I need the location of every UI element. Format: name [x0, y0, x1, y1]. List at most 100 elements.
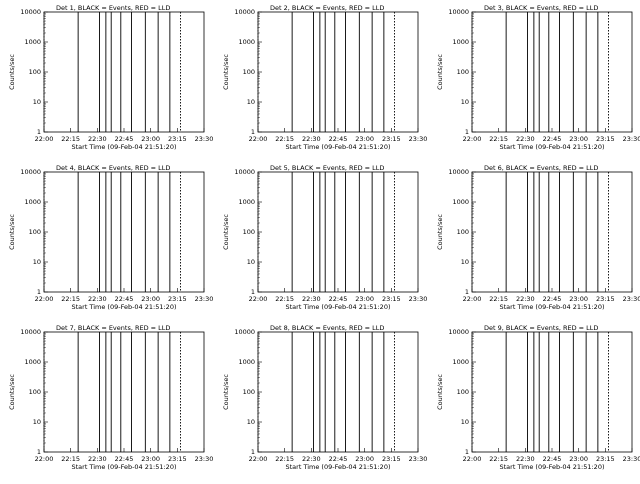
x-tick-label: 22:45	[329, 295, 348, 303]
x-tick-label: 22:15	[61, 455, 80, 463]
y-tick-label: 100	[457, 228, 469, 236]
y-tick-label: 100	[243, 228, 255, 236]
chart-panel-6: Det 6, BLACK = Events, RED = LLD 1 10 100 10…	[436, 164, 640, 311]
x-tick-label: 22:45	[329, 135, 348, 143]
y-axis-label: Counts/sec	[8, 214, 16, 250]
y-tick-label: 1	[251, 288, 255, 296]
plot-frame	[43, 331, 205, 453]
y-tick-label: 1	[251, 448, 255, 456]
x-tick-label: 23:00	[569, 135, 588, 143]
x-tick-label: 22:30	[516, 455, 535, 463]
x-tick-label: 23:30	[623, 135, 640, 143]
x-tick-label: 23:15	[596, 135, 615, 143]
x-tick-label: 22:15	[489, 135, 508, 143]
y-tick-label: 10	[461, 418, 469, 426]
y-tick-label: 10	[33, 258, 41, 266]
x-tick-label: 22:30	[516, 135, 535, 143]
x-tick-label: 23:00	[355, 135, 374, 143]
chart-title: Det 8, BLACK = Events, RED = LLD	[270, 324, 384, 332]
y-axis-label: Counts/sec	[8, 374, 16, 410]
y-tick-label: 1000	[238, 198, 255, 206]
y-axis-label: Counts/sec	[222, 374, 230, 410]
chart-panel-1: Det 1, BLACK = Events, RED = LLD 1 10 100 10…	[8, 4, 213, 151]
x-tick-label: 23:15	[382, 455, 401, 463]
chart-panel-2: Det 2, BLACK = Events, RED = LLD 1 10 100 10…	[222, 4, 427, 151]
chart-panel-5: Det 5, BLACK = Events, RED = LLD 1 10 100 10…	[222, 164, 427, 311]
y-tick-label: 100	[457, 68, 469, 76]
x-tick-label: 22:30	[88, 455, 107, 463]
x-tick-label: 22:00	[463, 135, 482, 143]
y-tick-label: 10	[247, 418, 255, 426]
x-tick-label: 23:30	[409, 135, 428, 143]
y-tick-label: 1	[37, 288, 41, 296]
y-tick-label: 10000	[234, 168, 255, 176]
y-axis-label: Counts/sec	[436, 374, 444, 410]
plot-frame	[257, 331, 419, 453]
y-tick-label: 1	[465, 448, 469, 456]
x-tick-label: 22:00	[35, 295, 54, 303]
x-tick-label: 23:30	[195, 135, 214, 143]
y-tick-label: 10000	[448, 168, 469, 176]
chart-panel-7: Det 7, BLACK = Events, RED = LLD 1 10 100 10…	[8, 324, 213, 471]
plot-frame	[257, 171, 419, 293]
plot-frame	[257, 11, 419, 133]
x-tick-label: 23:00	[569, 295, 588, 303]
y-axis-label: Counts/sec	[436, 54, 444, 90]
x-tick-label: 22:15	[275, 295, 294, 303]
chart-title: Det 6, BLACK = Events, RED = LLD	[484, 164, 598, 172]
y-tick-label: 10	[247, 258, 255, 266]
chart-title: Det 5, BLACK = Events, RED = LLD	[270, 164, 384, 172]
y-tick-label: 1000	[238, 38, 255, 46]
x-tick-label: 22:45	[329, 455, 348, 463]
x-tick-label: 22:30	[516, 295, 535, 303]
y-tick-label: 10000	[448, 8, 469, 16]
x-tick-label: 22:30	[88, 135, 107, 143]
x-tick-label: 22:15	[61, 295, 80, 303]
y-tick-label: 10	[461, 258, 469, 266]
chart-panel-8: Det 8, BLACK = Events, RED = LLD 1 10 100 10…	[222, 324, 427, 471]
x-tick-label: 23:00	[355, 295, 374, 303]
y-tick-label: 1000	[24, 358, 41, 366]
plot-frame	[471, 331, 633, 453]
x-tick-label: 22:15	[61, 135, 80, 143]
chart-title: Det 3, BLACK = Events, RED = LLD	[484, 4, 598, 12]
x-tick-label: 23:15	[596, 295, 615, 303]
y-tick-label: 10000	[448, 328, 469, 336]
x-tick-label: 23:30	[409, 455, 428, 463]
y-tick-label: 10000	[20, 168, 41, 176]
y-tick-label: 1	[37, 448, 41, 456]
x-tick-label: 22:00	[463, 455, 482, 463]
y-tick-label: 10000	[20, 8, 41, 16]
y-tick-label: 10	[33, 98, 41, 106]
x-tick-label: 22:45	[115, 295, 134, 303]
x-tick-label: 23:30	[623, 455, 640, 463]
x-axis-label: Start Time (09-Feb-04 21:51:20)	[500, 463, 605, 471]
x-tick-label: 23:30	[623, 295, 640, 303]
x-tick-label: 22:45	[115, 135, 134, 143]
x-axis-label: Start Time (09-Feb-04 21:51:20)	[286, 143, 391, 151]
chart-title: Det 1, BLACK = Events, RED = LLD	[56, 4, 170, 12]
x-tick-label: 23:30	[409, 295, 428, 303]
x-tick-label: 23:15	[168, 455, 187, 463]
x-tick-label: 22:00	[249, 135, 268, 143]
y-tick-label: 10000	[234, 8, 255, 16]
plot-frame	[471, 11, 633, 133]
y-axis-label: Counts/sec	[222, 54, 230, 90]
x-axis-label: Start Time (09-Feb-04 21:51:20)	[72, 463, 177, 471]
y-tick-label: 100	[243, 388, 255, 396]
plot-frame	[471, 171, 633, 293]
x-axis-label: Start Time (09-Feb-04 21:51:20)	[500, 143, 605, 151]
x-tick-label: 23:00	[569, 455, 588, 463]
x-tick-label: 22:45	[543, 135, 562, 143]
x-axis-label: Start Time (09-Feb-04 21:51:20)	[286, 463, 391, 471]
chart-title: Det 7, BLACK = Events, RED = LLD	[56, 324, 170, 332]
x-axis-label: Start Time (09-Feb-04 21:51:20)	[72, 303, 177, 311]
x-tick-label: 22:30	[88, 295, 107, 303]
x-tick-label: 22:45	[543, 455, 562, 463]
y-tick-label: 1000	[452, 38, 469, 46]
y-tick-label: 10	[247, 98, 255, 106]
y-tick-label: 100	[29, 68, 41, 76]
x-tick-label: 23:00	[141, 295, 160, 303]
chart-title: Det 2, BLACK = Events, RED = LLD	[270, 4, 384, 12]
